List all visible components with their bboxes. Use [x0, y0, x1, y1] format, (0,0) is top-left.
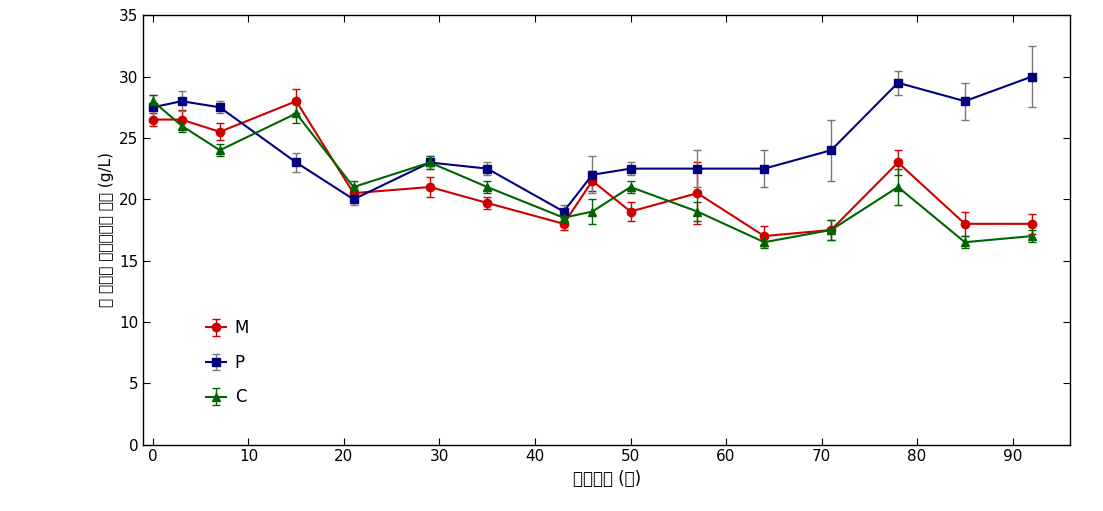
Legend: M, P, C: M, P, C	[199, 311, 257, 415]
Y-axis label: 총 화학적 산소요구량 농도 (g/L): 총 화학적 산소요구량 농도 (g/L)	[98, 152, 114, 308]
X-axis label: 운전기간 (일): 운전기간 (일)	[572, 470, 641, 488]
